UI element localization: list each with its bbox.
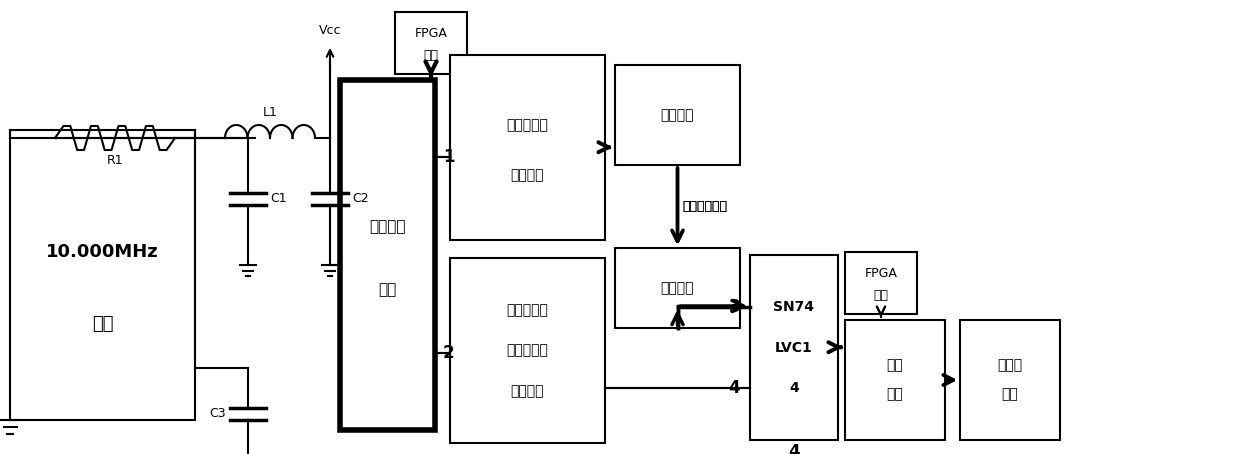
Text: SN74: SN74 [774, 300, 815, 314]
Bar [960, 320, 1060, 440]
Text: 外部信号输入: 外部信号输入 [682, 200, 728, 213]
Text: FPGA: FPGA [864, 267, 898, 280]
Bar [340, 80, 435, 430]
Bar [844, 320, 945, 440]
Bar [844, 252, 918, 314]
Bar [10, 130, 195, 420]
Text: Vcc: Vcc [319, 24, 341, 36]
Text: 4: 4 [789, 381, 799, 395]
Text: 能板: 能板 [1002, 387, 1018, 401]
Text: 滤波电路、: 滤波电路、 [507, 344, 548, 357]
Text: 限幅保护与: 限幅保护与 [507, 118, 548, 132]
Text: 4: 4 [728, 379, 740, 397]
Text: R1: R1 [107, 153, 123, 167]
Text: 2: 2 [443, 344, 455, 362]
Text: 晶振: 晶振 [92, 315, 113, 333]
Text: C2: C2 [352, 192, 368, 206]
Text: 衰减: 衰减 [887, 359, 904, 373]
Bar [615, 248, 740, 328]
Text: 滤波电路: 滤波电路 [661, 281, 694, 295]
Text: 1: 1 [443, 148, 455, 166]
Text: C3: C3 [210, 407, 226, 420]
Text: L1: L1 [263, 107, 278, 119]
Bar [450, 55, 605, 240]
Text: FPGA: FPGA [414, 27, 448, 40]
Text: 单刀双掷: 单刀双掷 [370, 219, 405, 235]
Bar [396, 12, 467, 74]
Text: 放大电路: 放大电路 [511, 384, 544, 398]
Text: 滤波电路: 滤波电路 [511, 168, 544, 182]
Text: 外部信号输入: 外部信号输入 [682, 199, 728, 212]
Text: 控制: 控制 [424, 49, 439, 62]
Text: 4: 4 [789, 443, 800, 454]
Text: 限幅保护、: 限幅保护、 [507, 303, 548, 317]
Text: 控制: 控制 [873, 289, 889, 302]
Text: 输出端口: 输出端口 [661, 108, 694, 122]
Text: 开关: 开关 [378, 282, 397, 297]
Bar [450, 258, 605, 443]
Text: 10.000MHz: 10.000MHz [46, 243, 159, 261]
Text: 其他功: 其他功 [997, 359, 1023, 373]
Text: C1: C1 [270, 192, 286, 206]
Text: 3: 3 [728, 298, 740, 316]
Text: LVC1: LVC1 [775, 340, 813, 355]
Text: 电路: 电路 [887, 387, 904, 401]
Bar [750, 255, 838, 440]
Bar [615, 65, 740, 165]
